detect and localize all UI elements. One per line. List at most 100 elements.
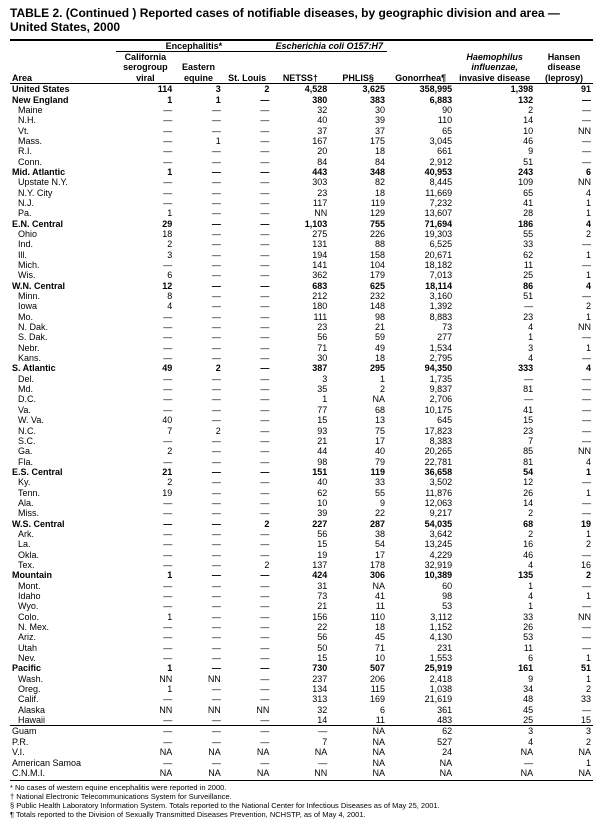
data-cell: 1 (535, 270, 593, 280)
table-row: Conn.———84842,91251— (10, 157, 593, 167)
table-row: Md.———3529,83781— (10, 384, 593, 394)
data-cell: — (174, 394, 223, 404)
data-cell: 111 (271, 312, 329, 322)
data-cell: — (535, 426, 593, 436)
data-cell: 167 (271, 136, 329, 146)
table-row: Upstate N.Y.———303828,445109NN (10, 177, 593, 187)
data-cell: 20,671 (387, 250, 454, 260)
area-cell: W.N. Central (10, 281, 116, 291)
data-cell: 40 (329, 446, 387, 456)
data-cell: — (535, 550, 593, 560)
data-cell: 6 (329, 705, 387, 715)
data-cell: 23 (271, 322, 329, 332)
data-cell: 2 (223, 560, 272, 570)
data-cell: 243 (454, 167, 535, 177)
data-cell: 22 (271, 622, 329, 632)
data-cell: 4 (454, 737, 535, 747)
area-cell: S.C. (10, 436, 116, 446)
area-cell: N.J. (10, 198, 116, 208)
data-cell: NA (535, 747, 593, 757)
data-cell: NA (387, 758, 454, 768)
table-row: Ind.2——131886,52533— (10, 239, 593, 249)
data-cell: 3 (116, 250, 174, 260)
data-cell: NA (174, 747, 223, 757)
table-row: Hawaii———14114832515 (10, 715, 593, 726)
data-cell: — (174, 301, 223, 311)
area-cell: Ga. (10, 446, 116, 456)
data-cell: 313 (271, 694, 329, 704)
data-cell: 306 (329, 570, 387, 580)
data-cell: — (116, 457, 174, 467)
data-cell: 81 (454, 384, 535, 394)
data-cell: 115 (329, 684, 387, 694)
area-cell: R.I. (10, 146, 116, 156)
data-cell: — (174, 291, 223, 301)
area-cell: Del. (10, 374, 116, 384)
data-cell: NA (223, 747, 272, 757)
data-cell: 19 (116, 488, 174, 498)
data-cell: 51 (454, 291, 535, 301)
area-cell: Ohio (10, 229, 116, 239)
data-cell: NA (329, 581, 387, 591)
data-cell: — (223, 601, 272, 611)
data-cell: 2 (174, 426, 223, 436)
data-cell: — (271, 758, 329, 768)
data-cell: 8 (116, 291, 174, 301)
data-cell: 18,182 (387, 260, 454, 270)
data-cell: 13,607 (387, 208, 454, 218)
data-cell: NA (329, 726, 387, 737)
data-cell: 90 (387, 105, 454, 115)
table-row: Ky.2——40333,50212— (10, 477, 593, 487)
area-cell: N.Y. City (10, 188, 116, 198)
data-cell: 68 (454, 519, 535, 529)
data-cell: 6,525 (387, 239, 454, 249)
area-cell: Nev. (10, 653, 116, 663)
data-cell: 40 (116, 415, 174, 425)
footnotes: * No cases of western equine encephaliti… (10, 780, 593, 819)
data-cell: NN (271, 768, 329, 778)
data-cell: — (223, 674, 272, 684)
data-cell: — (223, 550, 272, 560)
data-cell: — (174, 374, 223, 384)
area-cell: Minn. (10, 291, 116, 301)
data-cell: 10 (329, 653, 387, 663)
data-cell: — (223, 343, 272, 353)
data-cell: 18 (329, 353, 387, 363)
data-cell: 1,553 (387, 653, 454, 663)
data-cell: — (223, 405, 272, 415)
data-cell: 661 (387, 146, 454, 156)
data-cell: 75 (329, 426, 387, 436)
data-cell: — (223, 239, 272, 249)
data-cell: 4 (535, 363, 593, 373)
data-cell: 1 (535, 488, 593, 498)
data-cell: 2 (454, 529, 535, 539)
table-row: Ala.———10912,06314— (10, 498, 593, 508)
data-cell: — (174, 384, 223, 394)
data-cell: 2,795 (387, 353, 454, 363)
data-cell: 65 (454, 188, 535, 198)
data-cell: — (535, 115, 593, 125)
data-cell: 109 (454, 177, 535, 187)
data-cell: — (174, 446, 223, 456)
data-cell: 156 (271, 612, 329, 622)
area-cell: Idaho (10, 591, 116, 601)
data-cell: 17 (329, 436, 387, 446)
data-cell: 84 (329, 157, 387, 167)
data-cell: 81 (454, 457, 535, 467)
data-cell: — (535, 477, 593, 487)
data-cell: 380 (271, 95, 329, 105)
data-cell: NN (174, 674, 223, 684)
data-cell: 98 (271, 457, 329, 467)
data-cell: — (174, 457, 223, 467)
data-cell: 7,232 (387, 198, 454, 208)
area-cell: Ill. (10, 250, 116, 260)
data-cell: 104 (329, 260, 387, 270)
area-cell: Fla. (10, 457, 116, 467)
table-row: R.I.———20186619— (10, 146, 593, 156)
data-cell: 1 (535, 758, 593, 768)
data-cell: 148 (329, 301, 387, 311)
table-row: Iowa4——1801481,392—2 (10, 301, 593, 311)
data-cell: — (174, 270, 223, 280)
data-cell: 131 (271, 239, 329, 249)
data-cell: — (535, 632, 593, 642)
